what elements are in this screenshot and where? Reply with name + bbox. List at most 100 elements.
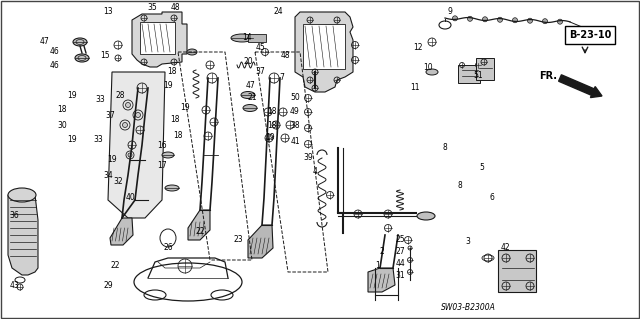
Ellipse shape bbox=[231, 34, 253, 42]
Circle shape bbox=[122, 122, 127, 128]
Circle shape bbox=[136, 113, 141, 117]
Text: 34: 34 bbox=[103, 170, 113, 180]
Circle shape bbox=[543, 19, 547, 24]
Circle shape bbox=[527, 18, 532, 23]
Bar bbox=[498, 250, 536, 292]
Ellipse shape bbox=[162, 152, 174, 158]
Text: 10: 10 bbox=[423, 63, 433, 72]
Polygon shape bbox=[248, 225, 273, 258]
Text: 8: 8 bbox=[443, 144, 447, 152]
Text: 40: 40 bbox=[125, 194, 135, 203]
Text: 30: 30 bbox=[57, 121, 67, 130]
Text: 19: 19 bbox=[265, 133, 275, 143]
Text: 37: 37 bbox=[255, 68, 265, 77]
Text: 6: 6 bbox=[490, 194, 495, 203]
Text: 18: 18 bbox=[268, 121, 276, 130]
Text: 19: 19 bbox=[163, 80, 173, 90]
Bar bbox=[476, 58, 494, 80]
Polygon shape bbox=[8, 195, 38, 275]
Text: 46: 46 bbox=[50, 48, 60, 56]
Polygon shape bbox=[110, 218, 133, 245]
Text: 41: 41 bbox=[290, 137, 300, 146]
FancyArrow shape bbox=[559, 75, 602, 98]
Text: 42: 42 bbox=[500, 243, 510, 253]
Text: 2: 2 bbox=[380, 248, 385, 256]
Polygon shape bbox=[368, 268, 395, 292]
Text: 4: 4 bbox=[312, 167, 317, 176]
Polygon shape bbox=[108, 72, 165, 218]
Text: 50: 50 bbox=[290, 93, 300, 102]
Text: SW03-B2300A: SW03-B2300A bbox=[440, 303, 495, 313]
Ellipse shape bbox=[241, 92, 255, 99]
Text: FR.: FR. bbox=[539, 71, 557, 81]
Text: B-23-10: B-23-10 bbox=[569, 30, 611, 40]
Text: 22: 22 bbox=[110, 261, 120, 270]
Text: 13: 13 bbox=[103, 8, 113, 17]
Text: 33: 33 bbox=[95, 95, 105, 105]
Circle shape bbox=[497, 17, 502, 22]
Text: 28: 28 bbox=[115, 91, 125, 100]
Circle shape bbox=[483, 17, 488, 22]
Ellipse shape bbox=[243, 105, 257, 112]
Text: 26: 26 bbox=[163, 243, 173, 253]
Text: 35: 35 bbox=[147, 4, 157, 12]
Text: 3: 3 bbox=[465, 238, 470, 247]
Ellipse shape bbox=[73, 38, 87, 46]
Bar bbox=[458, 65, 480, 83]
Polygon shape bbox=[188, 210, 210, 240]
Bar bbox=[248, 34, 266, 42]
Text: 18: 18 bbox=[173, 130, 183, 139]
Circle shape bbox=[128, 153, 132, 157]
Text: 45: 45 bbox=[255, 43, 265, 53]
Text: 46: 46 bbox=[50, 61, 60, 70]
Text: 12: 12 bbox=[413, 43, 423, 53]
Text: 23: 23 bbox=[233, 235, 243, 244]
Text: 38: 38 bbox=[290, 121, 300, 130]
Text: 25: 25 bbox=[395, 235, 405, 244]
Text: 21: 21 bbox=[247, 93, 257, 102]
Text: 8: 8 bbox=[458, 181, 462, 189]
Text: 7: 7 bbox=[280, 73, 284, 83]
Text: 5: 5 bbox=[479, 164, 484, 173]
Text: 47: 47 bbox=[40, 38, 50, 47]
Text: 37: 37 bbox=[105, 110, 115, 120]
Text: 47: 47 bbox=[245, 80, 255, 90]
Text: 1: 1 bbox=[376, 261, 380, 270]
Text: 48: 48 bbox=[280, 50, 290, 60]
Text: 19: 19 bbox=[107, 155, 117, 165]
Text: 51: 51 bbox=[473, 70, 483, 79]
Ellipse shape bbox=[417, 212, 435, 220]
Text: 44: 44 bbox=[395, 259, 405, 269]
Text: 49: 49 bbox=[290, 108, 300, 116]
Polygon shape bbox=[295, 12, 353, 92]
Text: 11: 11 bbox=[410, 84, 420, 93]
Ellipse shape bbox=[426, 69, 438, 75]
Text: 18: 18 bbox=[170, 115, 180, 124]
Text: 32: 32 bbox=[113, 177, 123, 187]
Ellipse shape bbox=[165, 185, 179, 191]
Text: 31: 31 bbox=[395, 271, 405, 280]
Text: 22: 22 bbox=[195, 227, 205, 236]
Circle shape bbox=[513, 18, 518, 23]
Text: 24: 24 bbox=[273, 8, 283, 17]
Bar bbox=[303, 24, 345, 69]
Ellipse shape bbox=[75, 54, 89, 62]
Text: 36: 36 bbox=[9, 211, 19, 219]
Circle shape bbox=[452, 16, 458, 21]
Text: 19: 19 bbox=[180, 103, 190, 113]
Circle shape bbox=[467, 16, 472, 21]
Text: 33: 33 bbox=[93, 136, 103, 145]
Ellipse shape bbox=[187, 49, 197, 55]
Bar bbox=[140, 22, 175, 54]
Text: 19: 19 bbox=[67, 136, 77, 145]
Text: 9: 9 bbox=[447, 8, 452, 17]
Text: 43: 43 bbox=[9, 280, 19, 290]
Text: 18: 18 bbox=[57, 106, 67, 115]
Text: 14: 14 bbox=[242, 33, 252, 42]
Text: 29: 29 bbox=[103, 280, 113, 290]
Text: 17: 17 bbox=[157, 160, 167, 169]
Text: 48: 48 bbox=[170, 4, 180, 12]
Circle shape bbox=[557, 19, 563, 24]
Text: 39: 39 bbox=[303, 153, 313, 162]
Text: 19: 19 bbox=[67, 91, 77, 100]
